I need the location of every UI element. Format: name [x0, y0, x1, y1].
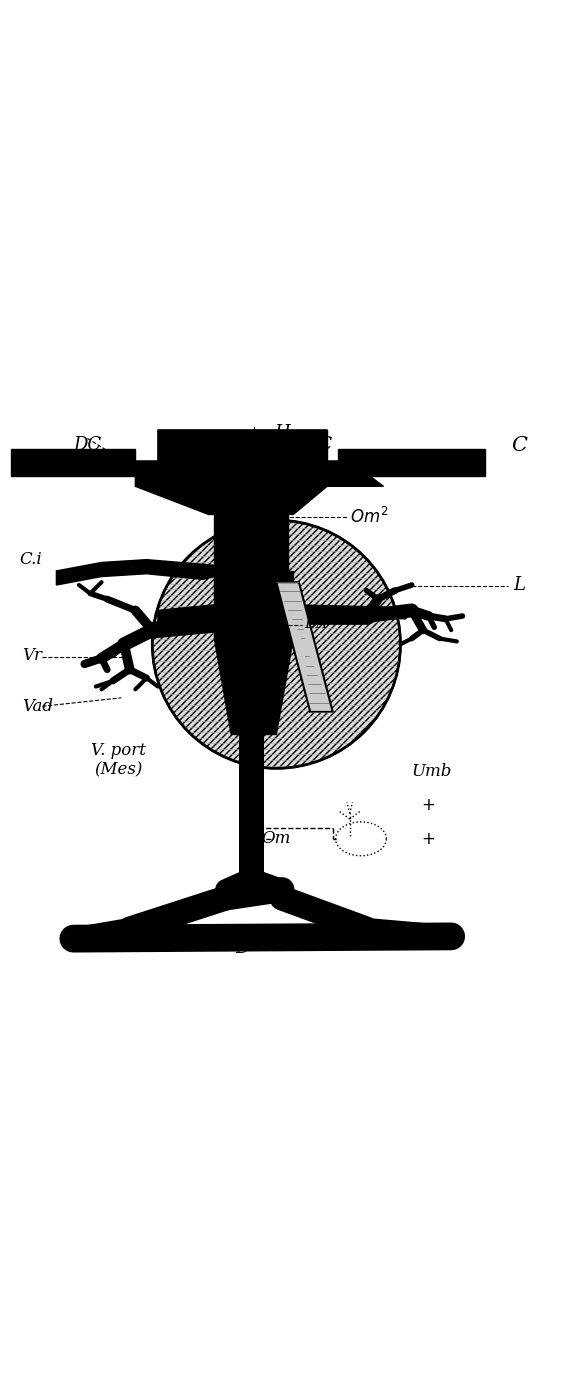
Text: $Om^{2}$: $Om^{2}$: [350, 507, 388, 527]
Text: DC: DC: [73, 435, 102, 453]
Polygon shape: [214, 571, 293, 638]
Text: Vr: Vr: [23, 646, 42, 664]
Circle shape: [152, 520, 400, 769]
FancyBboxPatch shape: [214, 514, 288, 571]
Text: L: L: [513, 575, 525, 594]
FancyBboxPatch shape: [158, 430, 327, 461]
Text: Sv: Sv: [355, 464, 376, 481]
Text: Vad: Vad: [23, 698, 54, 714]
Text: C.i: C.i: [20, 552, 42, 569]
Polygon shape: [293, 605, 406, 619]
Polygon shape: [158, 605, 214, 621]
Text: DC: DC: [305, 435, 333, 453]
Text: V. port
(Mes): V. port (Mes): [91, 741, 146, 778]
Text: +: +: [422, 830, 435, 848]
Text: H: H: [274, 424, 290, 442]
Polygon shape: [135, 486, 327, 514]
Text: D: D: [235, 938, 250, 956]
FancyBboxPatch shape: [338, 449, 485, 477]
Text: Om: Om: [262, 830, 291, 848]
Text: C: C: [511, 435, 527, 455]
Polygon shape: [56, 560, 214, 585]
FancyBboxPatch shape: [11, 449, 135, 477]
Polygon shape: [135, 430, 384, 486]
Text: Umb: Umb: [412, 763, 452, 780]
Polygon shape: [276, 582, 333, 712]
Text: +: +: [422, 796, 435, 815]
Polygon shape: [214, 638, 293, 734]
Text: DA: DA: [305, 617, 328, 631]
